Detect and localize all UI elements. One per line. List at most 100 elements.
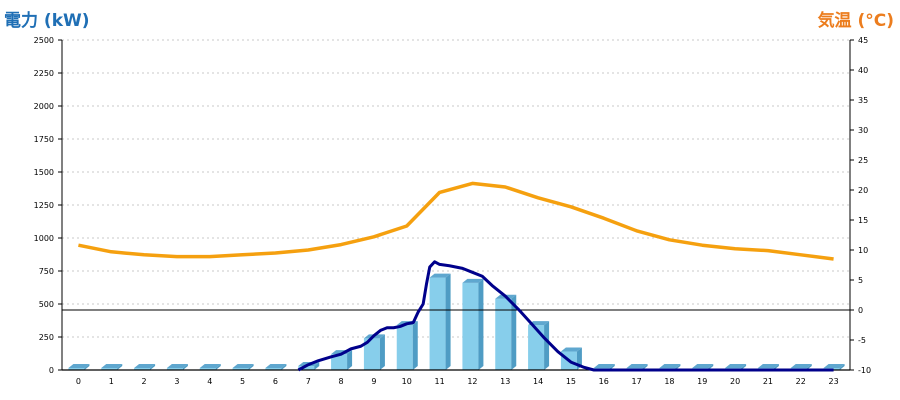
x-tick-label: 17 <box>631 377 641 386</box>
bar-top <box>626 364 648 368</box>
left-axis-title: 電力 (kW) <box>4 11 90 31</box>
right-axis-title: 気温 (°C) <box>817 11 894 31</box>
bar-top <box>166 364 188 368</box>
bar-side <box>84 364 90 370</box>
power-bar <box>396 321 418 370</box>
bar-front <box>101 368 118 370</box>
power-bar <box>101 364 123 370</box>
bar-top <box>725 364 747 368</box>
x-tick-label: 15 <box>566 377 576 386</box>
series-lines <box>78 181 834 372</box>
bar-top <box>560 347 582 352</box>
bar-top <box>265 364 287 368</box>
x-tick-label: 20 <box>730 377 740 386</box>
x-tick-label: 7 <box>306 377 311 386</box>
bar-top <box>462 278 484 283</box>
bar-front <box>331 354 348 370</box>
bar-front <box>363 338 380 370</box>
bar-front <box>166 368 183 370</box>
power-bar <box>68 364 90 370</box>
right-tick-label: 10 <box>858 246 868 255</box>
x-tick-label: 23 <box>828 377 838 386</box>
bar-top <box>68 364 90 368</box>
x-tick-label: 8 <box>339 377 344 386</box>
left-tick-label: 2250 <box>34 69 54 78</box>
bar-side <box>544 321 550 370</box>
left-tick-label: 1000 <box>34 234 54 243</box>
bar-front <box>462 282 479 370</box>
right-tick-label: 30 <box>858 126 868 135</box>
power-bar <box>232 364 254 370</box>
right-tick-label: 15 <box>858 216 868 225</box>
bar-side <box>150 364 156 370</box>
bar-side <box>511 294 517 370</box>
left-tick-label: 1500 <box>34 168 54 177</box>
temperature-line <box>78 181 834 261</box>
x-tick-label: 6 <box>273 377 278 386</box>
right-tick-label: 45 <box>858 36 868 45</box>
bar-front <box>528 325 545 370</box>
left-tick-label: 750 <box>39 267 54 276</box>
bar-side <box>412 321 418 370</box>
right-tick-label: -10 <box>858 366 871 375</box>
bar-top <box>429 273 451 278</box>
bar-top <box>790 364 812 368</box>
power-bar <box>166 364 188 370</box>
x-tick-label: 5 <box>240 377 245 386</box>
x-tick-label: 11 <box>434 377 444 386</box>
power-bar <box>199 364 221 370</box>
bar-top <box>757 364 779 368</box>
power-bar <box>134 364 156 370</box>
x-tick-label: 14 <box>533 377 543 386</box>
bar-front <box>199 368 216 370</box>
bar-top <box>232 364 254 368</box>
left-tick-label: 250 <box>39 333 54 342</box>
left-tick-label: 2500 <box>34 36 54 45</box>
bar-front <box>298 366 315 370</box>
left-tick-label: 500 <box>39 300 54 309</box>
bar-side <box>379 334 385 370</box>
bar-top <box>134 364 156 368</box>
x-tick-label: 9 <box>371 377 376 386</box>
right-tick-label: 40 <box>858 66 868 75</box>
power-bar <box>363 334 385 370</box>
grid <box>62 39 850 338</box>
left-tick-label: 1250 <box>34 201 54 210</box>
right-tick-label: -5 <box>858 336 866 345</box>
bar-side <box>182 364 188 370</box>
power-bars <box>68 273 845 370</box>
left-tick-label: 0 <box>49 366 54 375</box>
x-tick-label: 16 <box>599 377 609 386</box>
bar-top <box>593 364 615 368</box>
bar-top <box>199 364 221 368</box>
x-tick-label: 4 <box>207 377 212 386</box>
bar-top <box>101 364 123 368</box>
power-bar <box>495 294 517 370</box>
bar-side <box>281 364 287 370</box>
right-tick-label: 5 <box>858 276 863 285</box>
bar-top <box>692 364 714 368</box>
bar-side <box>117 364 123 370</box>
power-bar <box>429 273 451 370</box>
x-tick-label: 0 <box>76 377 81 386</box>
bar-front <box>429 277 446 370</box>
power-line <box>297 260 834 372</box>
bar-side <box>215 364 221 370</box>
bar-side <box>347 350 353 370</box>
left-tick-label: 2000 <box>34 102 54 111</box>
power-bar <box>331 350 353 370</box>
x-tick-label: 12 <box>467 377 477 386</box>
bar-front <box>134 368 151 370</box>
right-tick-label: 20 <box>858 186 868 195</box>
x-tick-label: 18 <box>664 377 674 386</box>
power-bar <box>265 364 287 370</box>
bar-side <box>248 364 254 370</box>
bar-top <box>823 364 845 368</box>
bar-front <box>68 368 85 370</box>
bar-front <box>232 368 249 370</box>
bar-side <box>478 278 484 370</box>
bar-side <box>314 362 320 370</box>
bar-front <box>396 325 413 370</box>
x-tick-label: 19 <box>697 377 707 386</box>
